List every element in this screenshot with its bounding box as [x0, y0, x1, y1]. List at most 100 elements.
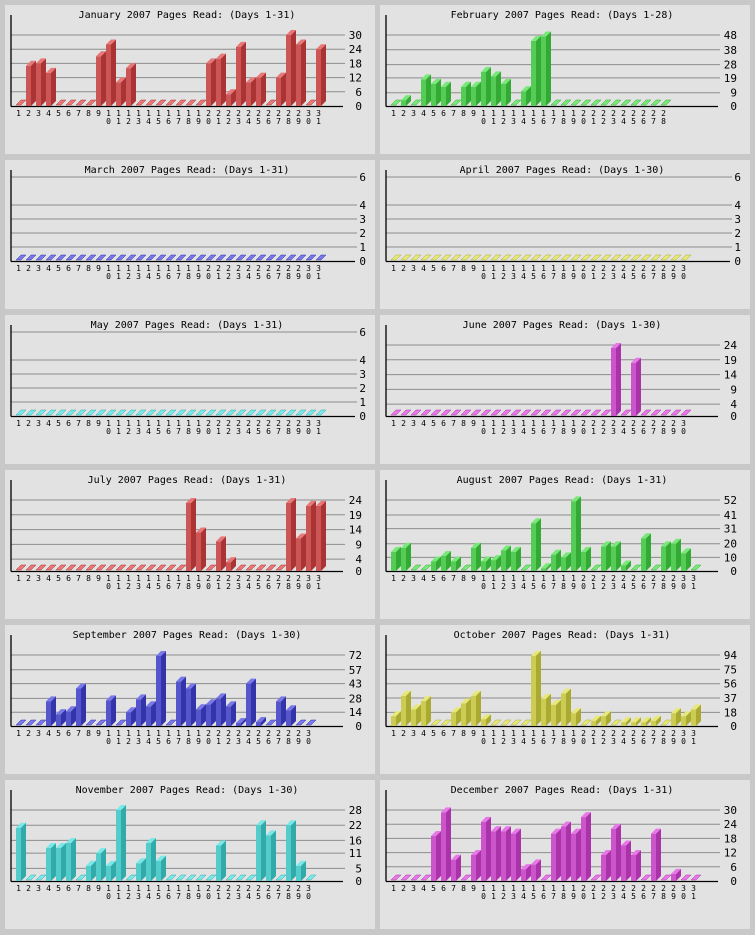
y-tick-label: 0	[730, 565, 737, 578]
chart-title: August 2007 Pages Read: (Days 1-31)	[457, 475, 668, 486]
bar	[216, 536, 226, 571]
bar	[491, 555, 501, 571]
bar	[96, 848, 106, 881]
x-tick-label: 5	[431, 264, 436, 273]
bar	[401, 690, 411, 726]
bar	[65, 409, 77, 416]
bar	[146, 837, 156, 881]
bar	[660, 254, 672, 261]
bar	[420, 874, 432, 881]
bar-chart: February 2007 Pages Read: (Days 1-28)091…	[385, 10, 737, 126]
bar	[691, 704, 701, 726]
bar	[570, 254, 582, 261]
y-tick-label: 38	[724, 44, 737, 57]
bar	[45, 564, 57, 571]
bar	[275, 254, 287, 261]
bar	[305, 409, 317, 416]
y-tick-label: 4	[355, 553, 362, 566]
x-tick-label: 7	[451, 109, 456, 118]
y-tick-label: 1	[359, 396, 366, 409]
bar	[670, 409, 682, 416]
bar	[185, 99, 197, 106]
bar	[680, 254, 692, 261]
bar	[510, 254, 522, 261]
x-tick-label: 9	[96, 419, 101, 428]
x-tick-label: 5	[56, 729, 61, 738]
x-tick-label: 8	[461, 264, 466, 273]
bar	[601, 541, 611, 571]
x-tick-label: 3	[36, 419, 41, 428]
bar	[650, 99, 662, 106]
chart-panel: November 2007 Pages Read: (Days 1-30) 0 5 1…	[5, 780, 375, 929]
y-tick-label: 12	[349, 72, 362, 85]
bar	[235, 564, 247, 571]
bar	[155, 564, 167, 571]
x-tick-label: 2	[401, 419, 406, 428]
bar	[155, 99, 167, 106]
bar	[315, 409, 327, 416]
y-tick-label: 24	[724, 339, 738, 352]
y-tick-label: 18	[724, 706, 737, 719]
bar	[115, 719, 127, 726]
bar	[146, 701, 156, 726]
bar	[440, 409, 452, 416]
bar	[420, 409, 432, 416]
x-tick-label: 6	[66, 729, 71, 738]
bar	[611, 823, 621, 881]
bar	[56, 843, 66, 881]
y-tick-label: 24	[349, 494, 363, 507]
bar	[531, 859, 541, 881]
bar	[105, 409, 117, 416]
bar	[216, 53, 226, 106]
bar	[451, 854, 461, 881]
bar	[411, 704, 421, 726]
bar	[580, 719, 592, 726]
y-tick-label: 37	[724, 692, 737, 705]
bar	[560, 409, 572, 416]
bar	[410, 409, 422, 416]
bar	[56, 709, 66, 726]
x-tick-label: 4	[421, 419, 426, 428]
bar	[95, 254, 107, 261]
y-tick-label: 0	[730, 720, 737, 733]
bar	[471, 81, 481, 106]
bar	[296, 533, 306, 571]
bar	[540, 874, 552, 881]
bar	[226, 89, 236, 106]
bar	[126, 63, 136, 106]
bar	[286, 497, 296, 571]
bar	[85, 99, 97, 106]
x-tick-label: 9	[96, 574, 101, 583]
bar	[36, 58, 46, 106]
bar	[175, 99, 187, 106]
bar	[55, 99, 67, 106]
y-tick-label: 24	[349, 43, 363, 56]
x-tick-label: 8	[86, 729, 91, 738]
bar	[390, 409, 402, 416]
x-tick-label: 6	[66, 264, 71, 273]
